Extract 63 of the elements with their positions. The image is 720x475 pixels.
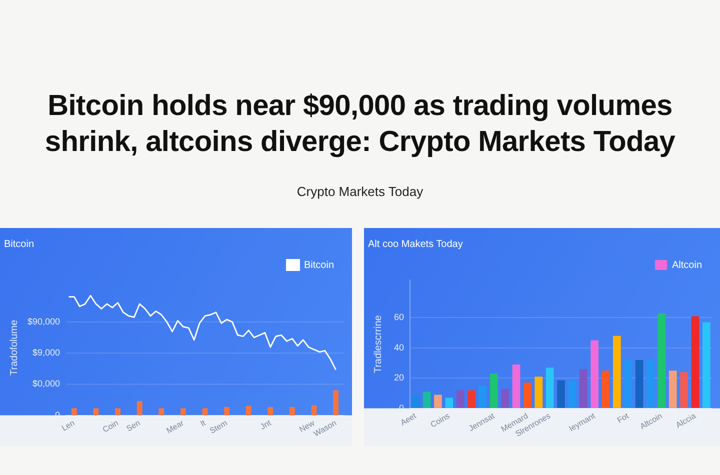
x-tick-label: Sen: [124, 418, 142, 434]
bar: [445, 398, 454, 408]
y-axis-title: Tradofolume: [8, 319, 20, 376]
legend-label: Bitcoin: [304, 260, 334, 271]
bar: [311, 405, 317, 416]
bar: [613, 336, 621, 408]
x-tick-label: Len: [60, 418, 76, 433]
bar: [180, 408, 186, 416]
bar: [289, 407, 295, 416]
x-tick-label: lt: [199, 418, 208, 428]
x-tick-label: Aeet: [398, 410, 418, 428]
bar: [646, 360, 654, 408]
text: $9,000: [32, 348, 60, 358]
bar: [534, 376, 543, 408]
x-tick-label: Jnt: [258, 418, 274, 432]
x-tick-label: Fot: [616, 410, 631, 425]
chart-title: Bitcoin: [4, 238, 34, 250]
bar: [624, 360, 632, 408]
bar: [224, 407, 230, 416]
y-axis-title: Tradlescrrine: [372, 314, 384, 374]
x-tick-label: Stem: [208, 418, 230, 436]
bar: [434, 394, 442, 408]
bar: [691, 316, 700, 408]
bar: [546, 368, 554, 408]
legend-label: Altcoin: [672, 260, 702, 271]
bar: [115, 408, 121, 416]
bar: [668, 370, 677, 408]
bar: [246, 406, 252, 416]
bar: [490, 374, 498, 408]
text: $90,000: [27, 316, 60, 326]
x-tick-label: Alccia: [674, 411, 698, 430]
bar: [468, 390, 476, 408]
bar: [680, 372, 688, 408]
bar: [333, 390, 339, 416]
x-tick-label: Coin: [101, 418, 120, 434]
bar: [268, 407, 274, 416]
y-tick-label: 40: [394, 342, 404, 352]
bar: [158, 408, 164, 416]
bar: [568, 380, 576, 408]
bar: [635, 360, 644, 408]
chart-title: Alt coo Makets Today: [368, 238, 463, 250]
x-tick-label: Mear: [165, 418, 186, 436]
bar: [412, 396, 420, 408]
bar: [524, 382, 532, 408]
bar: [702, 322, 710, 408]
bar: [136, 401, 142, 416]
y-tick-label: 20: [394, 372, 404, 383]
bar: [602, 370, 610, 408]
text: $0,000: [32, 378, 60, 389]
text: Crypto Markets Today: [296, 184, 424, 199]
bar: [456, 390, 464, 408]
bar: [71, 408, 77, 416]
bar: [478, 386, 487, 408]
bar: [422, 392, 431, 408]
bar: [501, 388, 510, 408]
bar: [557, 380, 565, 408]
bar: [658, 313, 666, 408]
text: Bitcoin holds near $90,000 as trading volumes shrink, altcoins diverge: Crypto Markets Today: [44, 89, 676, 160]
x-tick-label: Coins: [429, 411, 452, 430]
bar: [512, 364, 520, 408]
bar: [590, 340, 598, 408]
y-tick-label: 60: [394, 312, 404, 322]
bar: [579, 369, 588, 408]
